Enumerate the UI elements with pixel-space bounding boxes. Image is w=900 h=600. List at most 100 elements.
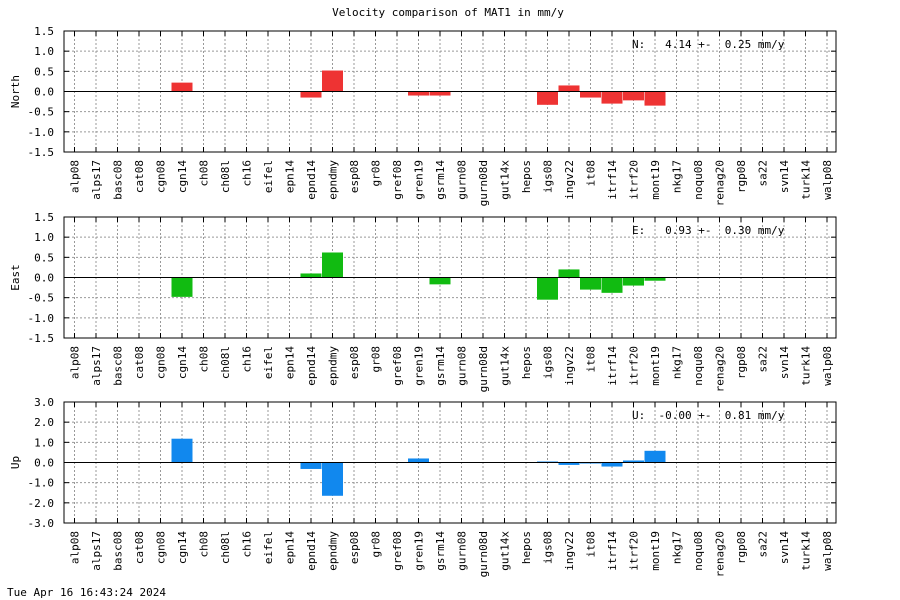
x-tick-label: nkg17 bbox=[671, 160, 684, 193]
bar-itrf14 bbox=[601, 277, 623, 293]
x-tick-label: gren19 bbox=[413, 160, 426, 200]
x-tick-label: ch16 bbox=[241, 531, 254, 558]
x-tick-label: gurn08d bbox=[477, 160, 490, 206]
y-tick-label: 0.0 bbox=[34, 457, 54, 470]
x-tick-label: renag20 bbox=[714, 160, 727, 206]
bar-gsrm14 bbox=[429, 277, 451, 285]
x-tick-label: cat08 bbox=[133, 346, 146, 379]
x-tick-label: basc08 bbox=[112, 531, 125, 571]
bar-cgn14 bbox=[171, 277, 193, 297]
x-tick-label: cgn08 bbox=[155, 160, 168, 193]
x-tick-label: ch08 bbox=[198, 346, 211, 373]
bar-it08 bbox=[580, 277, 601, 290]
timestamp: Tue Apr 16 16:43:24 2024 bbox=[7, 586, 166, 599]
bar-ingv22 bbox=[558, 462, 580, 465]
x-tick-label: igs08 bbox=[542, 531, 555, 564]
x-tick-label: mont19 bbox=[649, 531, 662, 571]
x-tick-label: noqu08 bbox=[692, 160, 705, 200]
y-tick-label: 0.0 bbox=[34, 86, 54, 99]
y-axis-label: East bbox=[9, 264, 22, 291]
x-tick-label: basc08 bbox=[112, 346, 125, 386]
x-tick-label: gut14x bbox=[499, 160, 512, 200]
x-tick-label: ingv22 bbox=[563, 160, 576, 200]
x-tick-label: eifel bbox=[262, 346, 275, 379]
x-tick-label: cgn14 bbox=[176, 346, 189, 379]
y-tick-label: -0.5 bbox=[28, 106, 55, 119]
y-tick-label: -1.5 bbox=[28, 146, 55, 159]
x-tick-label: ch08l bbox=[219, 346, 232, 379]
x-tick-label: svn14 bbox=[778, 346, 791, 379]
x-tick-label: sa22 bbox=[757, 160, 770, 187]
x-tick-label: nkg17 bbox=[671, 346, 684, 379]
plot-frame bbox=[63, 401, 837, 524]
x-tick-label: esp08 bbox=[348, 346, 361, 379]
x-tick-label: cgn14 bbox=[176, 531, 189, 564]
y-tick-label: 0.5 bbox=[34, 65, 54, 78]
x-tick-label: itrf14 bbox=[606, 346, 619, 386]
bar-gsrm14 bbox=[429, 91, 451, 96]
bar-itrf20 bbox=[623, 460, 644, 463]
bar-igs08 bbox=[537, 461, 558, 463]
x-tick-label: gurn08d bbox=[477, 531, 490, 577]
bar-itrf14 bbox=[601, 462, 623, 467]
x-tick-label: rgp08 bbox=[735, 346, 748, 379]
y-tick-label: -1.0 bbox=[28, 312, 55, 325]
x-tick-label: ch08 bbox=[198, 531, 211, 558]
x-tick-label: cgn08 bbox=[155, 531, 168, 564]
x-tick-label: ch08l bbox=[219, 160, 232, 193]
x-tick-label: eifel bbox=[262, 160, 275, 193]
velocity-annotation: U: -0.00 +- 0.81 mm/y bbox=[632, 409, 785, 422]
x-tick-label: walp08 bbox=[821, 531, 834, 571]
y-tick-label: 1.5 bbox=[34, 25, 54, 38]
x-tick-label: epn14 bbox=[284, 531, 297, 564]
x-tick-label: rgp08 bbox=[735, 160, 748, 193]
x-tick-label: hepos bbox=[520, 160, 533, 193]
bar-itrf20 bbox=[623, 91, 644, 101]
x-tick-label: it08 bbox=[585, 160, 598, 187]
x-tick-label: gurn08 bbox=[456, 346, 469, 386]
x-tick-label: turk14 bbox=[800, 531, 813, 571]
x-tick-label: gren19 bbox=[413, 346, 426, 386]
bar-gren19 bbox=[408, 458, 429, 463]
y-tick-label: -1.0 bbox=[28, 126, 55, 139]
x-tick-label: ch08 bbox=[198, 160, 211, 187]
x-tick-label: gref08 bbox=[391, 346, 404, 386]
x-tick-label: gurn08 bbox=[456, 531, 469, 571]
y-tick-label: 2.0 bbox=[34, 416, 54, 429]
plot-frame bbox=[63, 30, 837, 153]
bar-itrf14 bbox=[601, 91, 623, 104]
x-tick-label: ch16 bbox=[241, 346, 254, 373]
x-tick-label: turk14 bbox=[800, 346, 813, 386]
x-tick-label: itrf20 bbox=[628, 160, 641, 200]
x-tick-label: itrf20 bbox=[628, 531, 641, 571]
bar-mont19 bbox=[644, 450, 666, 463]
x-tick-label: noqu08 bbox=[692, 531, 705, 571]
x-tick-label: igs08 bbox=[542, 160, 555, 193]
x-tick-label: esp08 bbox=[348, 160, 361, 193]
bar-ingv22 bbox=[558, 85, 580, 92]
x-tick-label: epndmy bbox=[327, 346, 340, 386]
x-tick-label: it08 bbox=[585, 531, 598, 558]
x-tick-label: sa22 bbox=[757, 531, 770, 558]
y-tick-label: 1.5 bbox=[34, 211, 54, 224]
x-tick-label: ingv22 bbox=[563, 531, 576, 571]
x-tick-label: walp08 bbox=[821, 160, 834, 200]
bar-gren19 bbox=[408, 91, 429, 96]
x-tick-label: svn14 bbox=[778, 531, 791, 564]
bar-cgn14 bbox=[171, 438, 193, 463]
y-tick-label: -2.0 bbox=[28, 497, 55, 510]
x-tick-label: epnd14 bbox=[305, 531, 318, 571]
x-tick-label: mont19 bbox=[649, 346, 662, 386]
x-tick-label: gurn08d bbox=[477, 346, 490, 392]
x-tick-label: noqu08 bbox=[692, 346, 705, 386]
x-tick-label: gsrm14 bbox=[434, 160, 447, 200]
x-tick-label: esp08 bbox=[348, 531, 361, 564]
x-tick-label: walp08 bbox=[821, 346, 834, 386]
plot-frame bbox=[63, 216, 837, 339]
y-tick-label: 3.0 bbox=[34, 396, 54, 409]
y-tick-label: -3.0 bbox=[28, 517, 55, 530]
bar-epndmy bbox=[322, 252, 343, 278]
bar-mont19 bbox=[644, 277, 666, 281]
x-tick-label: hepos bbox=[520, 531, 533, 564]
